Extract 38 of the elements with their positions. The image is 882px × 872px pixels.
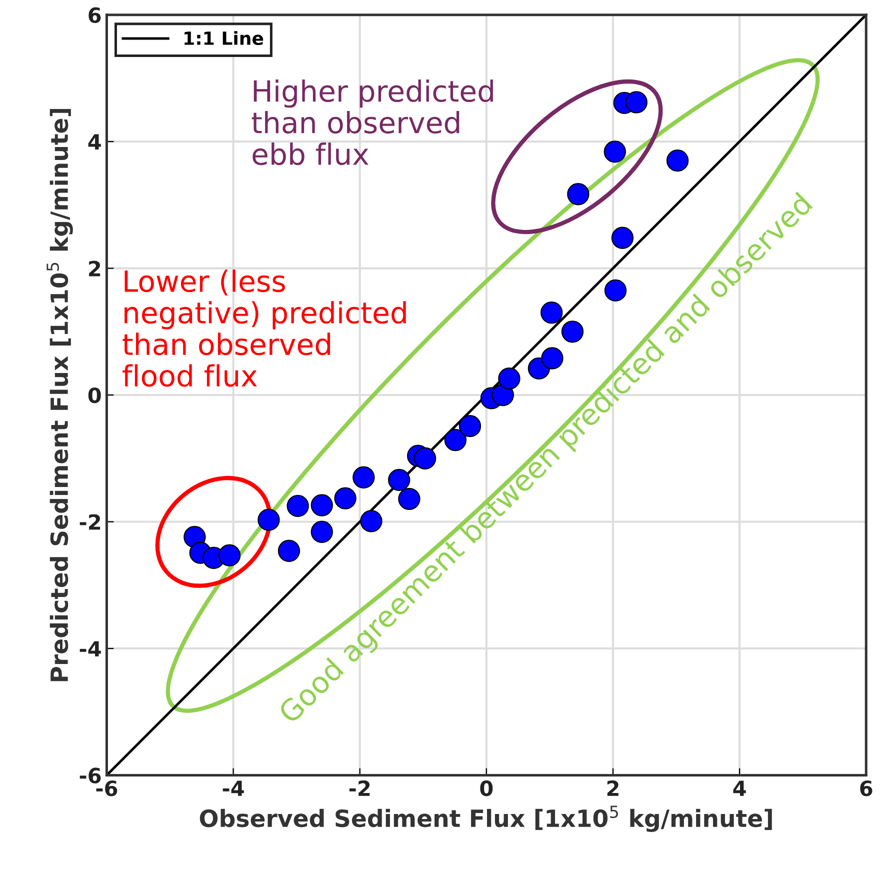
point — [286, 494, 309, 517]
point — [458, 414, 482, 438]
point — [398, 488, 420, 510]
x-tick-label: -2 — [349, 780, 370, 796]
point — [334, 487, 356, 510]
y-tick-label: 6 — [88, 7, 101, 24]
y-axis-title: Predicted Sediment Flux [1x10$^{5}$ kg/minute] — [46, 108, 73, 682]
annotation: Higher predicted than observed ebb flux — [252, 79, 493, 166]
x-tick-label: 4 — [733, 780, 746, 796]
y-tick-label: 0 — [88, 387, 101, 404]
legend-label: 1:1 Line — [184, 31, 264, 46]
point — [258, 508, 280, 531]
point — [310, 520, 333, 543]
point — [278, 540, 300, 562]
annotation: Lower (less negative) predicted than observed flood flux — [122, 270, 406, 387]
point — [352, 466, 375, 488]
point — [360, 510, 382, 532]
point — [310, 494, 333, 516]
y-tick-label: 2 — [89, 260, 100, 276]
x-tick-label: 2 — [607, 780, 618, 796]
x-tick-label: 6 — [860, 780, 872, 796]
point — [498, 367, 520, 390]
point — [604, 279, 627, 302]
x-tick-label: 0 — [480, 780, 493, 796]
point — [414, 447, 436, 470]
point — [388, 468, 410, 492]
point — [218, 544, 241, 566]
y-tick-label: -2 — [80, 514, 100, 530]
x-axis-title: Observed Sediment Flux [1x10$^{5}$ kg/minute] — [200, 806, 772, 832]
point — [611, 226, 634, 249]
point — [540, 302, 563, 324]
y-tick-label: -4 — [80, 641, 101, 656]
y-tick-label: 4 — [88, 134, 101, 150]
point — [604, 140, 626, 163]
point — [625, 91, 648, 114]
point — [666, 149, 689, 172]
x-tick-label: -4 — [222, 780, 244, 796]
point — [567, 183, 590, 206]
